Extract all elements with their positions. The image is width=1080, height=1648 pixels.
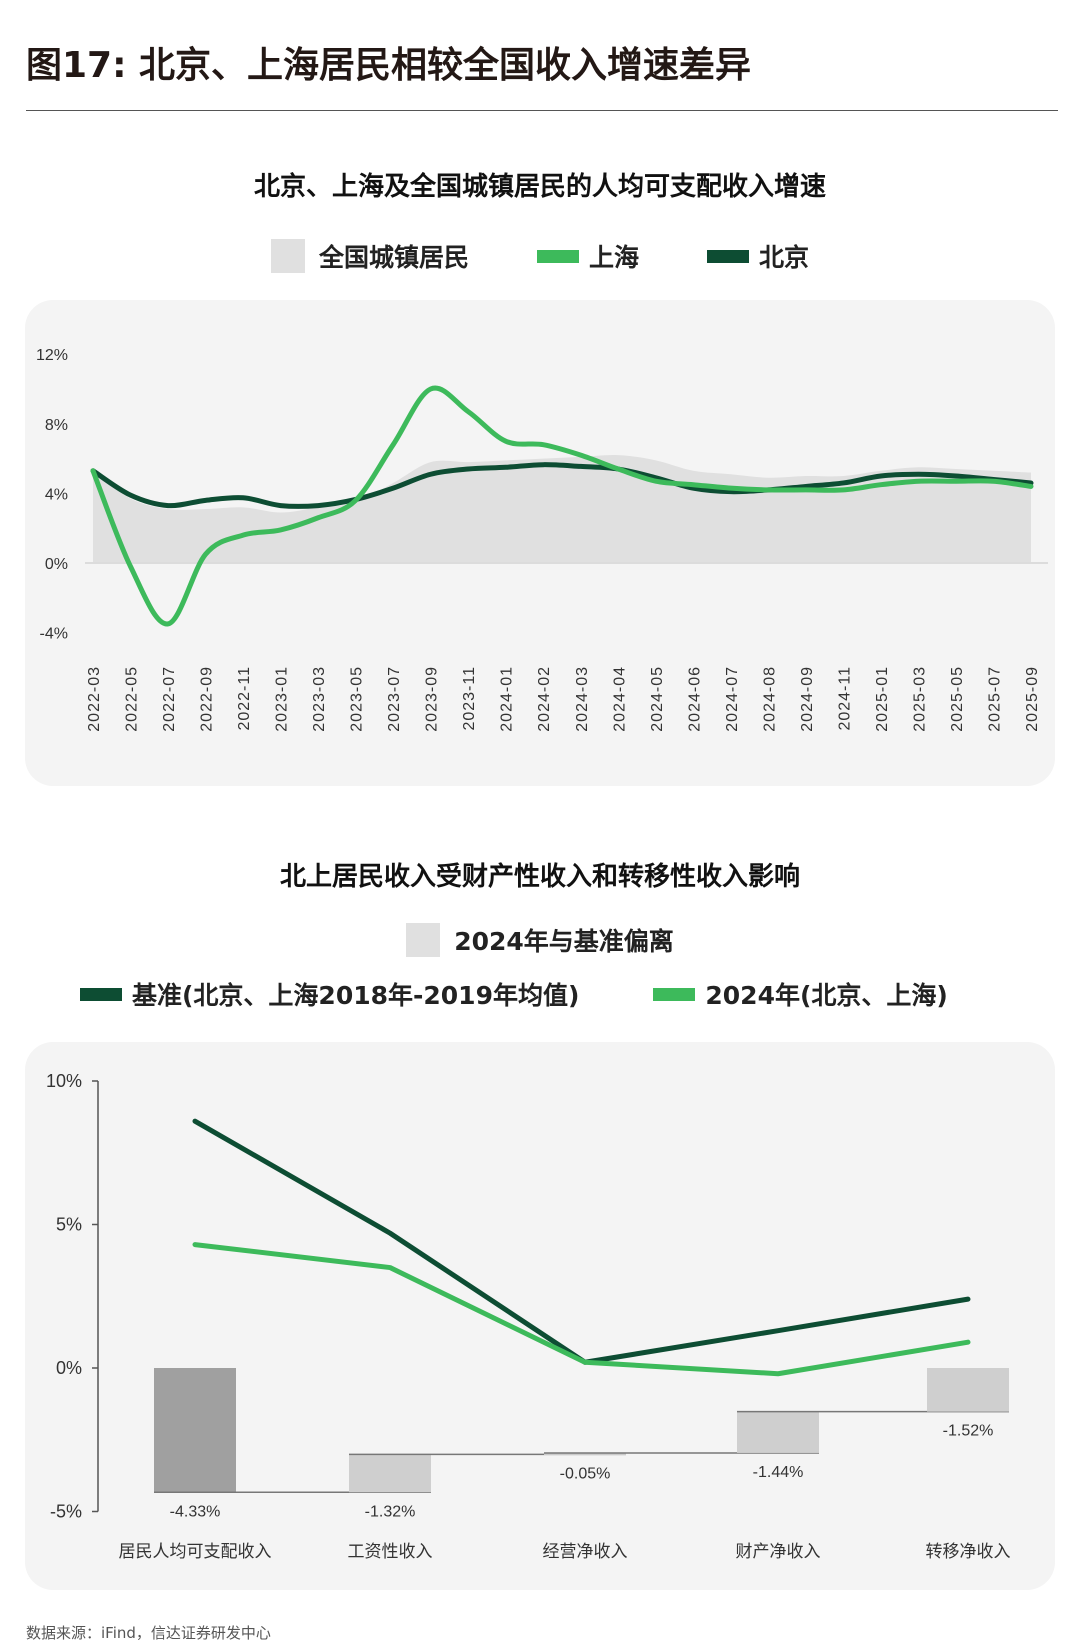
x-tick-label: 2024-05 xyxy=(649,666,666,732)
x-tick-label: 2022-07 xyxy=(161,666,178,732)
chart2-title: 北上居民收入受财产性收入和转移性收入影响 xyxy=(279,862,800,892)
legend-swatch-shanghai xyxy=(536,249,579,263)
x-tick-label: 2025-09 xyxy=(1024,666,1041,732)
x-tick-label: 2022-09 xyxy=(199,666,216,732)
series-line-baseline xyxy=(192,1118,971,1365)
chart2-panel xyxy=(25,1042,1055,1590)
bar-data-label: -1.52% xyxy=(943,1423,994,1440)
chart2-legend-deviation: 2024年与基准偏离 xyxy=(0,922,1080,958)
y-tick-label: 12% xyxy=(36,347,68,364)
title-divider xyxy=(26,110,1058,111)
legend-national: 全国城镇居民 xyxy=(270,238,469,274)
x-tick-label: 2023-01 xyxy=(274,666,291,732)
legend-label: 上海 xyxy=(588,243,639,272)
chart2-legend-lines: 基准(北京、上海2018年-2019年均值) 2024年(北京、上海) xyxy=(50,976,1050,1012)
legend-baseline: 基准(北京、上海2018年-2019年均值) xyxy=(80,976,579,1012)
x-tick-label: 2024-04 xyxy=(611,666,628,732)
x-tick-label: 2023-07 xyxy=(386,666,403,732)
legend-label: 基准(北京、上海2018年-2019年均值) xyxy=(132,981,580,1010)
x-tick-label: 2023-03 xyxy=(311,666,328,732)
legend-shanghai: 上海 xyxy=(536,238,639,274)
x-tick-label: 2024-06 xyxy=(686,666,703,732)
x-tick-label: 2024-01 xyxy=(499,666,516,732)
series-line-2024 xyxy=(192,1242,971,1377)
x-tick-label: 2025-05 xyxy=(949,666,966,732)
legend-label: 北京 xyxy=(759,243,810,272)
series-area-national xyxy=(93,455,1031,563)
x-tick-label: 2025-01 xyxy=(874,666,891,732)
x-tick-label: 2024-03 xyxy=(574,666,591,732)
x-tick-label: 2024-02 xyxy=(536,666,553,732)
x-tick-label: 2023-09 xyxy=(424,666,441,732)
y-tick-label: 0% xyxy=(56,1358,82,1378)
x-tick-label: 转移净收入 xyxy=(926,1542,1011,1561)
x-tick-label: 2022-03 xyxy=(86,666,103,732)
figure-title: 图17: 北京、上海居民相较全国收入增速差异 xyxy=(26,45,752,86)
chart1-legend: 全国城镇居民 上海 北京 xyxy=(0,238,1080,274)
y-tick-label: 5% xyxy=(56,1215,82,1235)
x-tick-label: 2025-03 xyxy=(911,666,928,732)
x-tick-label: 2022-05 xyxy=(124,666,141,732)
legend-swatch-deviation xyxy=(406,923,441,957)
y-tick-label: -5% xyxy=(50,1502,82,1522)
legend-swatch-national xyxy=(270,239,305,273)
y-tick-label: -4% xyxy=(40,626,68,643)
x-tick-label: 2023-11 xyxy=(461,666,478,731)
legend-label: 2024年与基准偏离 xyxy=(454,927,674,956)
y-tick-label: 4% xyxy=(45,486,68,503)
waterfall-bar xyxy=(927,1368,1009,1412)
bar-data-label: -0.05% xyxy=(560,1465,611,1482)
x-tick-label: 2024-07 xyxy=(724,666,741,732)
x-tick-label: 2022-11 xyxy=(236,666,253,731)
x-tick-label: 2024-08 xyxy=(761,666,778,732)
waterfall-bar xyxy=(154,1368,236,1493)
x-tick-label: 2024-09 xyxy=(799,666,816,732)
waterfall-bar xyxy=(544,1452,626,1455)
waterfall-bar xyxy=(737,1411,819,1453)
chart1-plot: 12% 8% 4% 0% -4% 2022-03 2022-05 2022-07 2022-09… xyxy=(36,347,1048,732)
x-tick-label: 2023-05 xyxy=(349,666,366,732)
legend-deviation: 2024年与基准偏离 xyxy=(406,922,674,958)
x-tick-label: 财产净收入 xyxy=(736,1542,821,1561)
y-tick-label: 10% xyxy=(46,1071,82,1091)
bar-data-label: -1.32% xyxy=(365,1503,416,1520)
x-tick-label: 2024-11 xyxy=(836,666,853,731)
legend-2024: 2024年(北京、上海) xyxy=(653,976,948,1012)
waterfall-bar xyxy=(349,1454,431,1493)
chart1-title: 北京、上海及全国城镇居民的人均可支配收入增速 xyxy=(253,172,826,202)
x-tick-label: 2025-07 xyxy=(986,666,1003,732)
chart2-plot: 10% 5% 0% -5% -4.33% -1.32% -0.05% -1.44% -1.52%… xyxy=(46,1071,1011,1561)
legend-swatch-2024 xyxy=(653,987,696,1001)
legend-swatch-beijing xyxy=(707,249,749,263)
x-tick-label: 工资性收入 xyxy=(348,1542,433,1561)
legend-swatch-baseline xyxy=(80,987,122,1001)
series-line-shanghai xyxy=(90,385,1034,627)
bar-data-label: -4.33% xyxy=(170,1503,221,1520)
x-tick-label: 经营净收入 xyxy=(543,1542,628,1561)
series-line-beijing xyxy=(90,462,1034,509)
y-tick-label: 8% xyxy=(45,417,68,434)
legend-label: 全国城镇居民 xyxy=(318,243,469,272)
source-note: 数据来源：iFind，信达证券研发中心 xyxy=(26,1624,271,1642)
legend-beijing: 北京 xyxy=(707,238,809,274)
x-tick-label: 居民人均可支配收入 xyxy=(119,1542,272,1561)
bar-data-label: -1.44% xyxy=(753,1464,804,1481)
y-tick-label: 0% xyxy=(45,556,68,573)
legend-label: 2024年(北京、上海) xyxy=(705,981,948,1010)
